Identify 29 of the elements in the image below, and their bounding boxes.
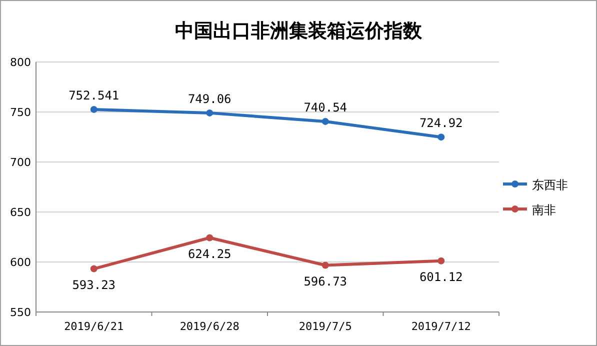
data-label: 752.541 <box>68 88 120 102</box>
point <box>438 134 445 141</box>
legend-label: 东西非 <box>532 178 568 192</box>
y-tick-label: 550 <box>10 306 31 319</box>
point <box>322 262 329 269</box>
point <box>206 109 214 116</box>
data-label: 740.54 <box>304 100 348 114</box>
point <box>438 257 445 264</box>
y-tick-label: 750 <box>10 106 31 119</box>
data-label: 724.92 <box>419 116 463 130</box>
data-label: 601.12 <box>419 270 463 284</box>
chart-title: 中国出口非洲集装箱运价指数 <box>175 20 423 42</box>
point <box>206 234 214 242</box>
point <box>322 118 329 125</box>
y-tick-label: 600 <box>10 256 31 269</box>
y-tick-label: 800 <box>10 56 31 69</box>
x-tick-label: 2019/6/21 <box>64 320 124 333</box>
data-label: 749.06 <box>188 92 232 106</box>
data-label: 593.23 <box>72 278 116 292</box>
x-tick-label: 2019/7/5 <box>298 320 352 333</box>
x-tick-label: 2019/7/12 <box>411 320 471 333</box>
data-label: 596.73 <box>304 274 348 288</box>
x-tick-label: 2019/6/28 <box>180 320 240 333</box>
y-tick-label: 650 <box>10 206 31 219</box>
y-tick-label: 700 <box>10 156 31 169</box>
point <box>90 265 98 272</box>
point <box>90 106 98 113</box>
data-label: 624.25 <box>188 246 232 261</box>
legend-label: 南非 <box>532 203 556 217</box>
